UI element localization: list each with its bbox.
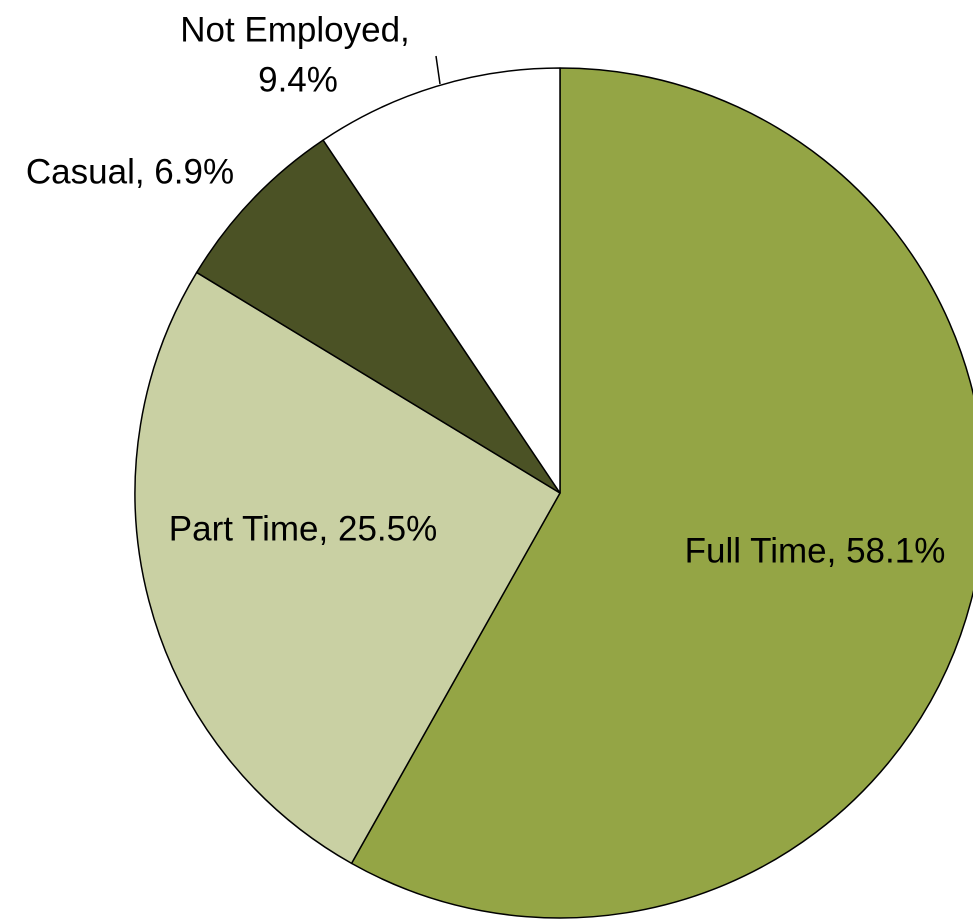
pie-slice <box>195 139 561 494</box>
data-label: Not Employed, <box>180 10 410 49</box>
data-label: Full Time, 58.1% <box>685 531 946 570</box>
data-label: Part Time, 25.5% <box>169 509 437 548</box>
pie-slice <box>350 67 973 919</box>
pie-slice <box>134 271 561 865</box>
data-label: Casual, 6.9% <box>26 152 234 191</box>
leader-line <box>435 55 441 85</box>
pie-slice <box>322 67 561 494</box>
data-label: 9.4% <box>258 60 338 99</box>
